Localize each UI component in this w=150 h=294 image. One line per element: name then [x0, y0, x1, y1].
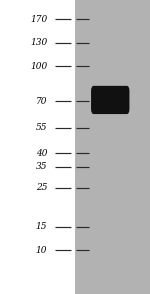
Text: 35: 35: [36, 163, 47, 171]
Text: 25: 25: [36, 183, 47, 192]
Text: 15: 15: [36, 223, 47, 231]
Text: 10: 10: [36, 246, 47, 255]
Bar: [75, 0, 150, 294]
Text: 55: 55: [36, 123, 47, 132]
Text: 70: 70: [36, 97, 47, 106]
FancyBboxPatch shape: [91, 86, 129, 114]
Text: 40: 40: [36, 149, 47, 158]
Text: 100: 100: [30, 62, 47, 71]
Text: 130: 130: [30, 38, 47, 47]
Text: 170: 170: [30, 15, 47, 24]
